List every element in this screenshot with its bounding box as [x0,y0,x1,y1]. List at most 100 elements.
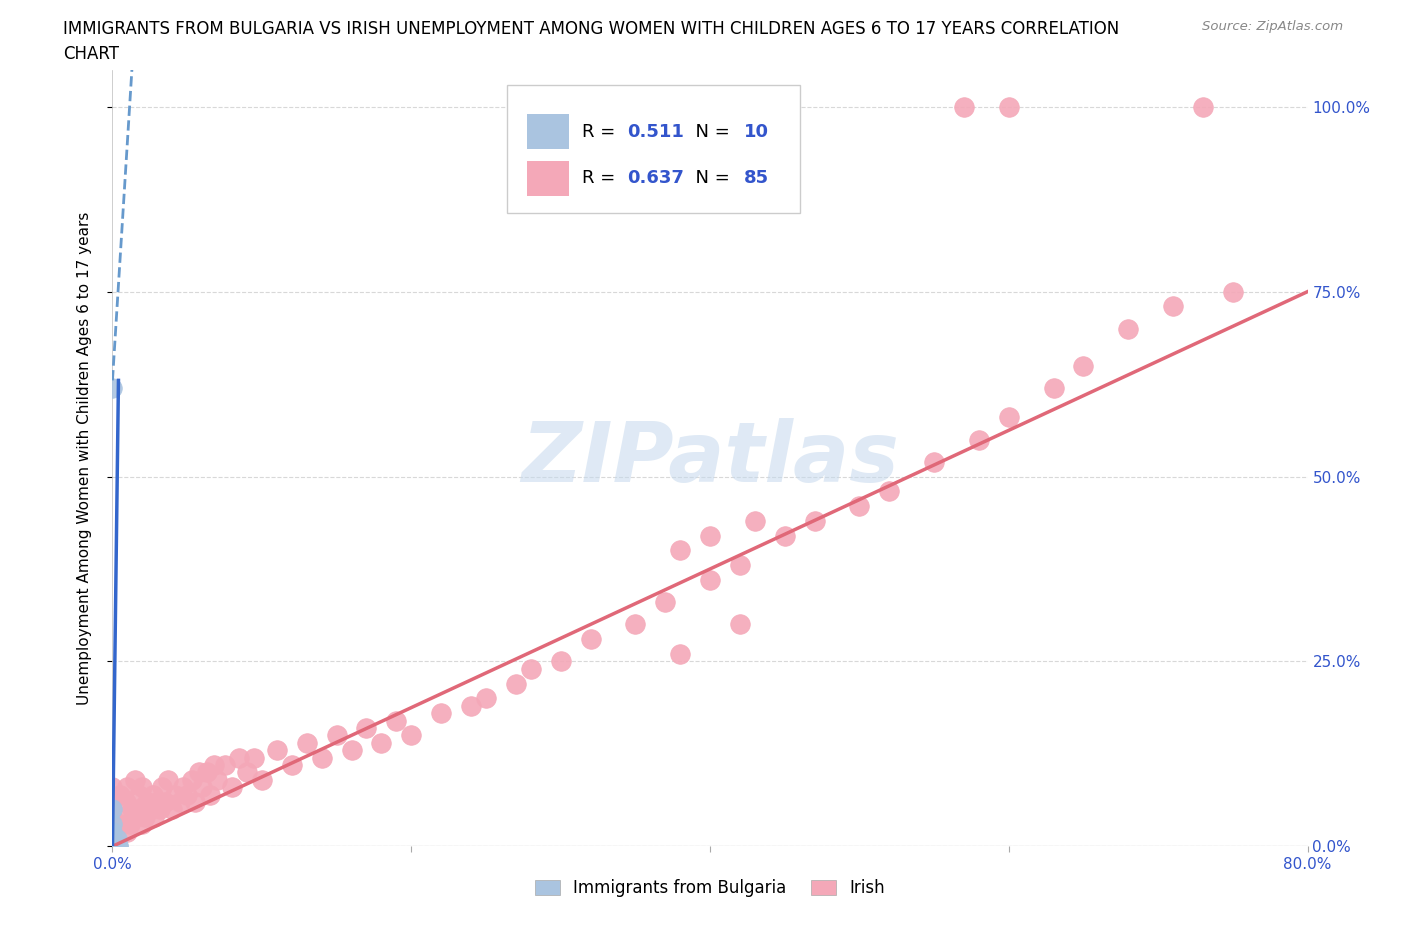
Point [340,743,363,758]
Point [1161,299,1184,313]
Point [205,772,228,787]
Point [1073,358,1095,373]
Point [848,498,870,513]
Point [105,831,128,846]
Point [520,661,543,676]
Point [370,736,392,751]
Point [295,736,318,751]
Point [195,764,218,779]
Point [131,817,153,831]
Point [221,779,243,794]
Point [188,764,211,779]
Text: IMMIGRANTS FROM BULGARIA VS IRISH UNEMPLOYMENT AMONG WOMEN WITH CHILDREN AGES 6 : IMMIGRANTS FROM BULGARIA VS IRISH UNEMPL… [63,20,1119,38]
Point [624,617,647,631]
Point [101,802,124,817]
Point [183,794,205,809]
Text: R =: R = [582,169,621,188]
Text: ZIPatlas: ZIPatlas [522,418,898,498]
Point [135,794,157,809]
Point [669,543,692,558]
Bar [527,114,569,150]
Point [121,802,143,817]
Point [998,100,1021,114]
Point [1222,285,1244,299]
Point [124,809,146,824]
Point [142,787,165,802]
Point [198,787,221,802]
Bar [527,161,569,196]
Point [998,410,1021,425]
Point [107,839,129,854]
Point [311,751,333,765]
Point [165,787,187,802]
Point [1192,100,1215,114]
Text: 85: 85 [744,169,769,188]
Point [236,764,259,779]
Point [475,691,498,706]
Point [180,772,202,787]
Point [101,380,124,395]
Point [124,772,146,787]
Point [101,824,124,839]
Point [101,779,124,794]
Point [131,779,153,794]
Point [101,794,124,809]
Text: 0.511: 0.511 [627,123,685,140]
Point [281,758,304,773]
Point [953,100,976,114]
Point [115,794,138,809]
Point [266,743,288,758]
Point [101,809,124,824]
Point [728,558,751,573]
Point [156,772,179,787]
Point [243,751,266,765]
Point [401,728,423,743]
Text: R =: R = [582,123,621,140]
Point [162,802,183,817]
Point [149,802,172,817]
Point [101,839,124,854]
Point [1042,380,1064,395]
Point [127,802,149,817]
Point [176,787,198,802]
Point [430,706,453,721]
Text: N =: N = [683,169,735,188]
Point [107,839,129,854]
FancyBboxPatch shape [508,86,800,213]
Point [108,787,131,802]
Point [117,779,139,794]
Point [172,779,194,794]
Text: N =: N = [683,123,735,140]
Text: Source: ZipAtlas.com: Source: ZipAtlas.com [1202,20,1343,33]
Point [146,794,169,809]
Point [744,513,766,528]
Point [153,794,176,809]
Point [202,758,225,773]
Point [325,728,347,743]
Point [150,779,173,794]
Text: CHART: CHART [63,45,120,62]
Text: 0.637: 0.637 [627,169,685,188]
Point [922,454,945,469]
Point [169,794,191,809]
Point [143,809,166,824]
Point [134,809,156,824]
Point [550,654,572,669]
Point [803,513,825,528]
Point [579,631,602,646]
Point [117,824,139,839]
Point [385,713,408,728]
Legend: Immigrants from Bulgaria, Irish: Immigrants from Bulgaria, Irish [529,872,891,904]
Text: 10: 10 [744,123,769,140]
Point [139,802,162,817]
Point [108,817,131,831]
Point [228,751,250,765]
Point [460,698,482,713]
Point [356,721,378,736]
Y-axis label: Unemployment Among Women with Children Ages 6 to 17 years: Unemployment Among Women with Children A… [77,211,91,705]
Point [250,772,273,787]
Point [191,779,214,794]
Point [773,528,796,543]
Point [699,528,721,543]
Point [114,809,135,824]
